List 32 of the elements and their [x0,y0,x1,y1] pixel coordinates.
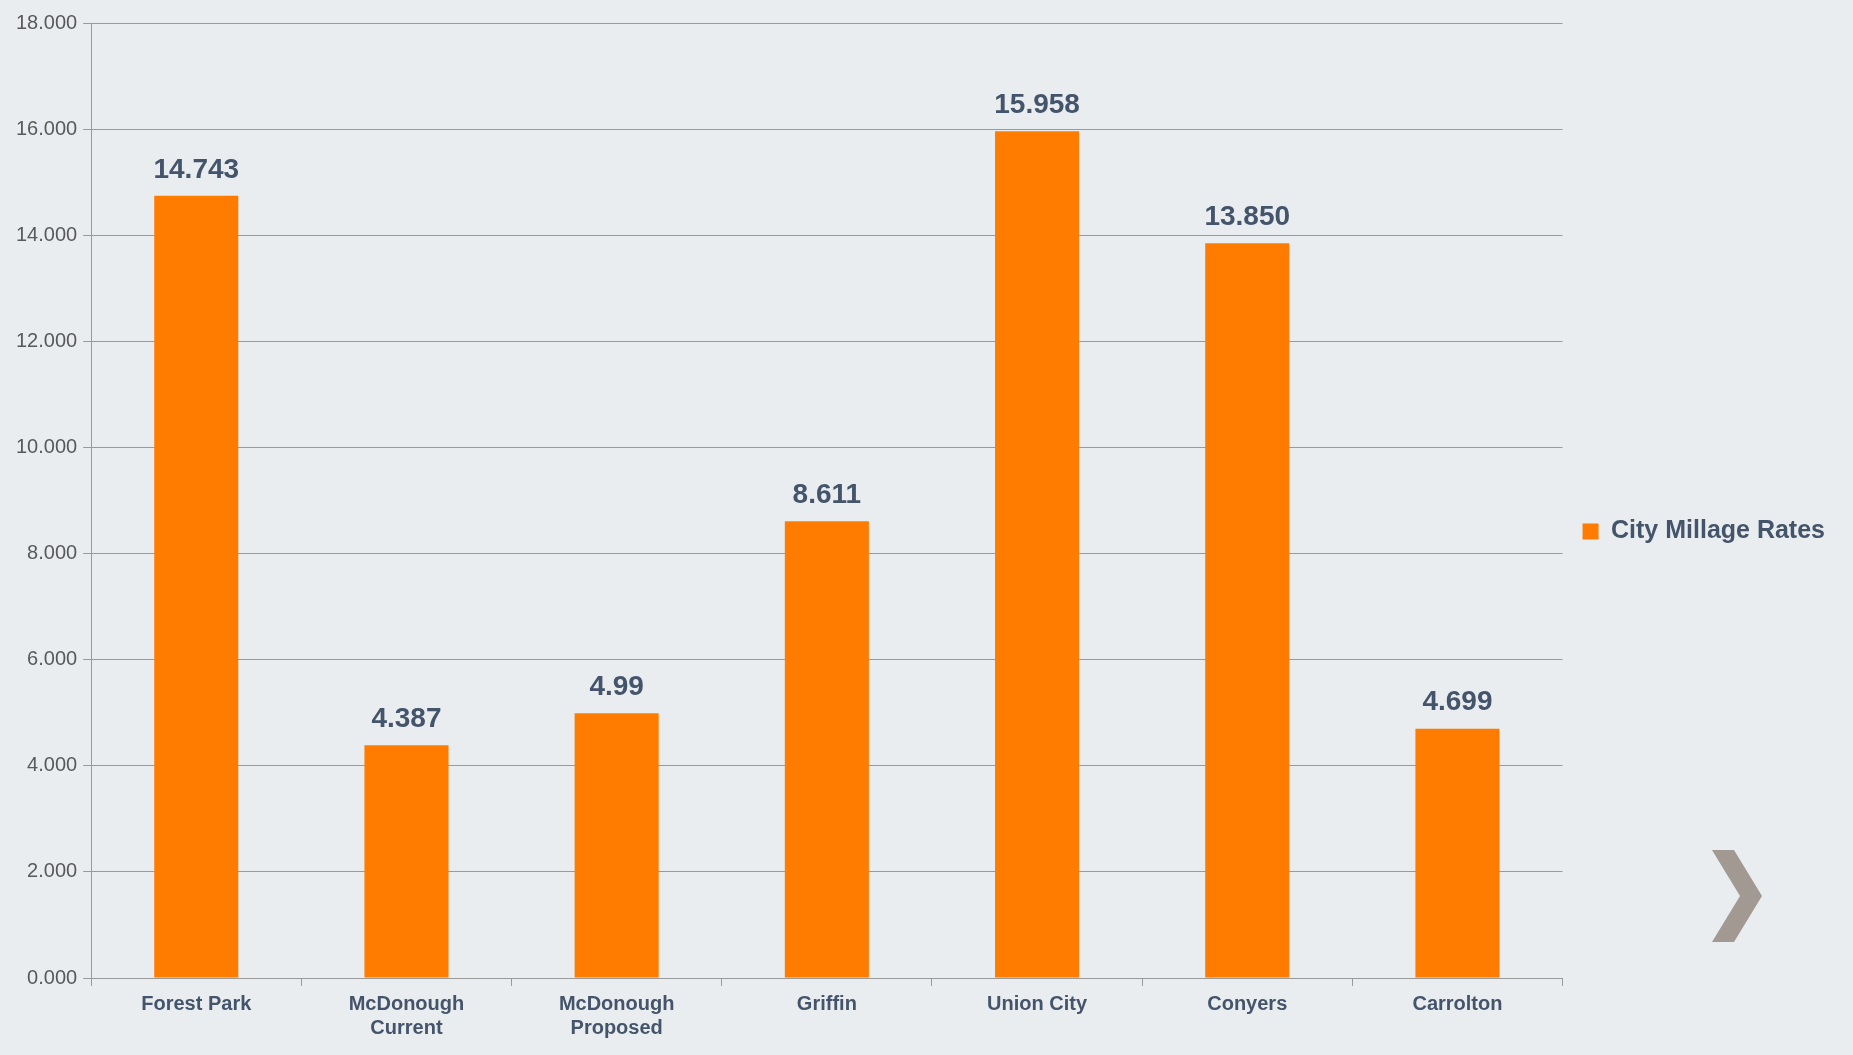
x-tick-label: McDonough Current [348,991,465,1038]
y-tick-label: 14.000 [16,222,78,245]
bar [154,195,239,978]
data-label: 8.611 [792,477,862,509]
data-label: 4.387 [371,701,442,733]
bar [995,131,1080,978]
data-label: 4.99 [589,669,644,701]
x-tick-label: Carrolton [1412,991,1503,1014]
y-tick-label: 18.000 [16,10,78,33]
y-tick-label: 2.000 [27,859,78,882]
data-label: 14.743 [153,152,240,184]
bar [784,521,869,978]
x-tick-label: Forest Park [141,991,253,1014]
y-tick-label: 8.000 [27,541,78,564]
legend-label: City Millage Rates [1611,515,1825,544]
x-tick-label: McDonough Proposed [558,991,675,1038]
y-tick-label: 12.000 [16,328,78,351]
y-tick-label: 0.000 [27,965,78,988]
x-tick-label: Griffin [796,991,857,1014]
y-tick-label: 10.000 [16,434,78,457]
data-label: 13.850 [1204,199,1291,231]
bar [1205,243,1290,978]
bar [574,713,659,978]
x-tick-label: Union City [987,991,1088,1014]
bar [1415,728,1500,978]
x-tick-label: Conyers [1207,991,1288,1014]
y-tick-label: 16.000 [16,116,78,139]
data-label: 15.958 [994,88,1080,120]
bar [364,745,449,978]
y-tick-label: 6.000 [27,647,78,670]
y-tick-label: 4.000 [27,753,78,776]
data-label: 4.699 [1422,685,1493,717]
